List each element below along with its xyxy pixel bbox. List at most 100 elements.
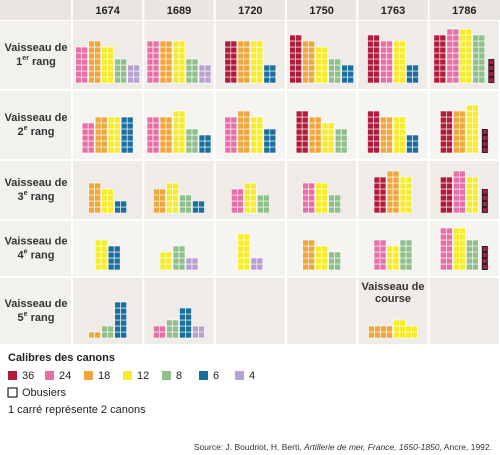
obusier-column xyxy=(488,59,495,83)
legend-swatch xyxy=(84,371,93,380)
unit-square xyxy=(446,257,453,265)
unit-square xyxy=(472,40,480,48)
unit-square xyxy=(172,134,180,142)
unit-square xyxy=(172,58,180,66)
caliber-column xyxy=(440,176,453,214)
unit-square xyxy=(367,134,374,142)
unit-square xyxy=(405,239,413,247)
rank-number: 2 xyxy=(18,126,24,138)
unit-square xyxy=(81,134,89,142)
unit-square xyxy=(334,70,341,78)
unit-square xyxy=(393,134,400,142)
unit-square xyxy=(393,325,400,333)
unit-square xyxy=(126,140,134,148)
unit-square xyxy=(373,176,381,184)
rank-suffix: e xyxy=(24,190,28,197)
unit-square xyxy=(367,116,374,124)
unit-square xyxy=(224,64,232,72)
unit-square xyxy=(101,58,108,66)
unit-square xyxy=(172,122,180,130)
unit-square xyxy=(308,200,315,208)
unit-square xyxy=(230,122,238,130)
row-label: Vaisseau de xyxy=(5,42,68,54)
legend-label: 12 xyxy=(137,370,149,382)
unit-square xyxy=(393,76,400,84)
unit-square xyxy=(94,146,102,154)
unit-square xyxy=(295,134,303,142)
unit-square xyxy=(81,46,88,54)
unit-square xyxy=(379,206,387,214)
row-label: 3e rang xyxy=(18,190,55,203)
legend-label: 4 xyxy=(249,370,255,382)
unit-square xyxy=(113,146,121,154)
unit-square xyxy=(256,64,264,72)
unit-square xyxy=(127,64,134,72)
unit-square xyxy=(379,251,387,259)
unit-square xyxy=(243,134,251,142)
unit-square xyxy=(367,110,374,118)
unit-square xyxy=(459,188,466,196)
unit-square xyxy=(446,140,453,148)
unit-square xyxy=(94,52,101,60)
unit-square xyxy=(321,146,329,154)
unit-square xyxy=(466,122,473,130)
unit-square xyxy=(472,104,479,112)
unit-square xyxy=(250,206,257,214)
unit-square xyxy=(465,58,473,66)
unit-square xyxy=(165,76,173,84)
unit-square xyxy=(243,251,251,259)
unit-square xyxy=(159,70,167,78)
unit-square xyxy=(386,251,394,259)
unit-square xyxy=(159,331,166,339)
unit-square xyxy=(81,122,89,130)
unit-square xyxy=(243,146,251,154)
unit-square xyxy=(440,134,447,142)
source: Source: J. Boudriot, H. Berti, Artilleri… xyxy=(194,442,492,452)
caliber-column xyxy=(146,40,160,84)
legend-label: 36 xyxy=(22,370,34,382)
unit-square xyxy=(315,46,322,54)
unit-square xyxy=(446,58,454,66)
caliber-column xyxy=(302,182,315,214)
unit-square xyxy=(224,128,232,136)
unit-square xyxy=(152,146,160,154)
unit-square xyxy=(453,134,460,142)
year-header: 1689 xyxy=(167,5,191,17)
cell-bg xyxy=(73,221,143,276)
cell xyxy=(440,170,488,214)
unit-square xyxy=(393,52,400,60)
unit-square xyxy=(386,325,393,333)
unit-square xyxy=(472,251,479,259)
unit-square xyxy=(459,182,466,190)
unit-square xyxy=(459,239,466,247)
cell xyxy=(153,182,205,214)
unit-square xyxy=(393,331,400,339)
unit-square xyxy=(243,140,251,148)
unit-square xyxy=(466,146,473,154)
unit-square xyxy=(133,70,140,78)
unit-square xyxy=(256,52,264,60)
caliber-column xyxy=(263,128,277,154)
unit-square xyxy=(386,40,393,48)
unit-square xyxy=(231,194,238,202)
unit-square xyxy=(88,76,95,84)
obusier-column xyxy=(481,246,488,270)
unit-square xyxy=(399,257,407,265)
unit-square xyxy=(386,331,393,339)
unit-square xyxy=(308,182,315,190)
unit-square xyxy=(120,70,127,78)
unit-square xyxy=(302,64,309,72)
unit-square xyxy=(459,110,466,118)
unit-square xyxy=(107,200,114,208)
caliber-column xyxy=(159,116,173,154)
caliber-column xyxy=(453,170,466,214)
unit-square xyxy=(113,116,121,124)
unit-square xyxy=(453,176,460,184)
cell-label: Vaisseau de xyxy=(362,281,425,293)
unit-square xyxy=(178,140,186,148)
unit-square xyxy=(459,170,466,178)
unit-square xyxy=(386,257,394,265)
unit-square xyxy=(315,206,322,214)
row-label-bg xyxy=(0,21,71,89)
unit-square xyxy=(314,140,322,148)
